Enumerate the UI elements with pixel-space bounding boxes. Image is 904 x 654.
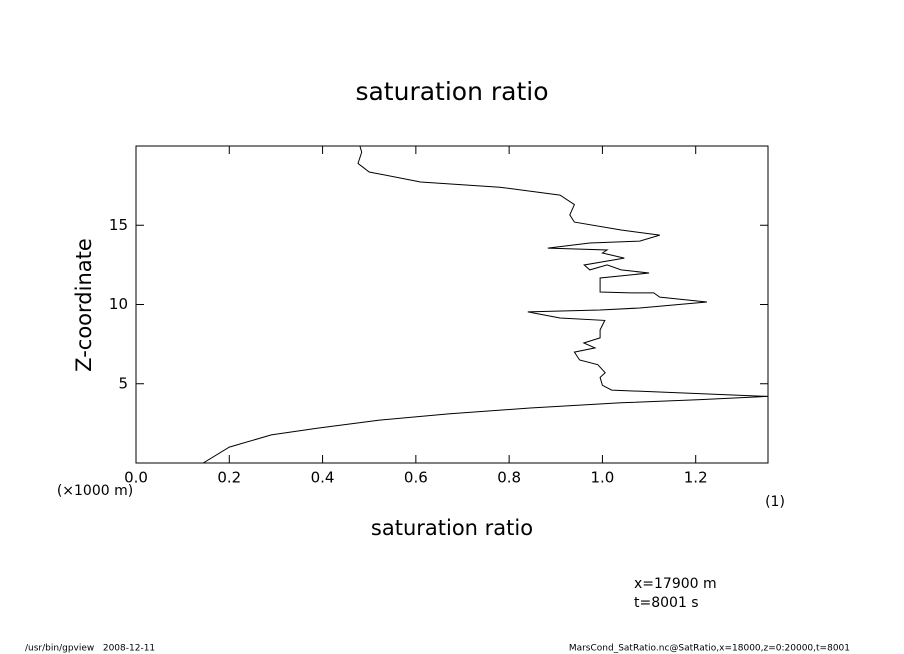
annotation: x=17900 m [634, 576, 717, 592]
y-tick-label: 10 [109, 295, 128, 313]
y-tick-label: 15 [109, 216, 128, 234]
x-tick-label: 0.6 [404, 469, 428, 487]
footer: MarsCond_SatRatio.nc@SatRatio,x=18000,z=… [569, 644, 850, 654]
x-tick-label: 0.2 [217, 469, 241, 487]
x-tick-label: 0.8 [497, 469, 521, 487]
x-tick-label: 0.0 [124, 469, 148, 487]
plot-frame [135, 145, 769, 464]
x-tick-label: 1.2 [684, 469, 708, 487]
footer: /usr/bin/gpview 2008-12-11 [25, 644, 155, 654]
x-axis-unit: (1) [765, 494, 785, 510]
x-tick-label: 1.0 [590, 469, 614, 487]
y-axis-label: Z-coordinate [72, 238, 96, 372]
x-tick-label: 0.4 [311, 469, 335, 487]
profile-line [202, 146, 768, 463]
annotation: t=8001 s [634, 595, 699, 611]
chart-title: saturation ratio [355, 77, 548, 106]
y-tick-label: 5 [118, 374, 128, 392]
y-axis-unit: (×1000 m) [57, 483, 133, 499]
x-axis-label: saturation ratio [371, 516, 533, 540]
